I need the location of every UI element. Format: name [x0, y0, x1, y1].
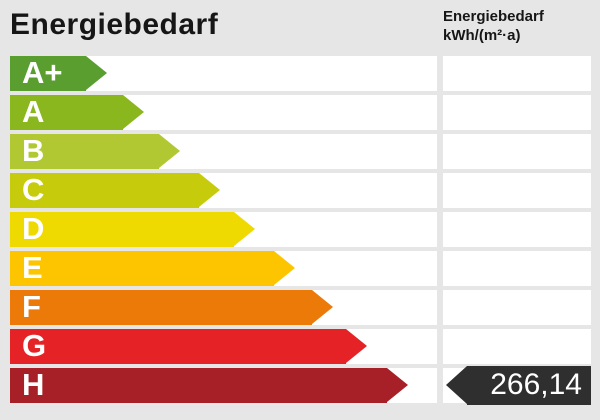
- class-arrow-g-icon: G: [10, 328, 367, 364]
- value-text: 266,14: [490, 367, 582, 401]
- class-arrow-h-icon: H: [10, 367, 408, 403]
- class-label: B: [22, 133, 45, 168]
- unit-header-line2: kWh/(m²·a): [443, 27, 521, 44]
- value-cell: [443, 134, 591, 169]
- class-label: A: [22, 94, 45, 129]
- scale-row-e: E: [0, 251, 600, 286]
- unit-header: Energiebedarf kWh/(m²·a): [443, 7, 544, 45]
- scale-row-a: A: [0, 95, 600, 130]
- value-cell: [443, 290, 591, 325]
- scale-track: B: [10, 134, 437, 169]
- scale-track: G: [10, 329, 437, 364]
- class-arrow-c-icon: C: [10, 172, 220, 208]
- class-label: A+: [22, 55, 63, 90]
- class-arrow-a-icon: A: [10, 94, 144, 130]
- class-arrow-f-icon: F: [10, 289, 333, 325]
- class-label: F: [22, 289, 41, 324]
- value-cell: 266,14: [443, 366, 591, 405]
- scale-row-b: B: [0, 134, 600, 169]
- class-label: G: [22, 328, 47, 363]
- scale-rows: A+ A B C: [0, 56, 600, 407]
- scale-track: E: [10, 251, 437, 286]
- value-cell: [443, 56, 591, 91]
- class-arrow-d-icon: D: [10, 211, 255, 247]
- class-arrow-b-icon: B: [10, 133, 180, 169]
- scale-row-d: D: [0, 212, 600, 247]
- scale-track: A+: [10, 56, 437, 91]
- scale-row-g: G: [0, 329, 600, 364]
- value-tag: 266,14: [446, 366, 591, 405]
- scale-track: A: [10, 95, 437, 130]
- value-cell: [443, 329, 591, 364]
- value-cell: [443, 251, 591, 286]
- unit-header-line1: Energiebedarf: [443, 8, 544, 25]
- scale-row-c: C: [0, 173, 600, 208]
- class-arrow-e-icon: E: [10, 250, 295, 286]
- chart-title: Energiebedarf: [10, 8, 219, 41]
- value-cell: [443, 212, 591, 247]
- scale-row-a-plus: A+: [0, 56, 600, 91]
- scale-track: H: [10, 368, 437, 403]
- scale-track: D: [10, 212, 437, 247]
- class-label: E: [22, 250, 43, 285]
- class-label: H: [22, 367, 45, 402]
- scale-track: F: [10, 290, 437, 325]
- scale-row-h: H 266,14: [0, 366, 600, 405]
- class-label: C: [22, 172, 45, 207]
- scale-row-f: F: [0, 290, 600, 325]
- value-cell: [443, 173, 591, 208]
- class-arrow-a-plus-icon: A+: [10, 55, 107, 91]
- scale-track: C: [10, 173, 437, 208]
- class-label: D: [22, 211, 45, 246]
- value-cell: [443, 95, 591, 130]
